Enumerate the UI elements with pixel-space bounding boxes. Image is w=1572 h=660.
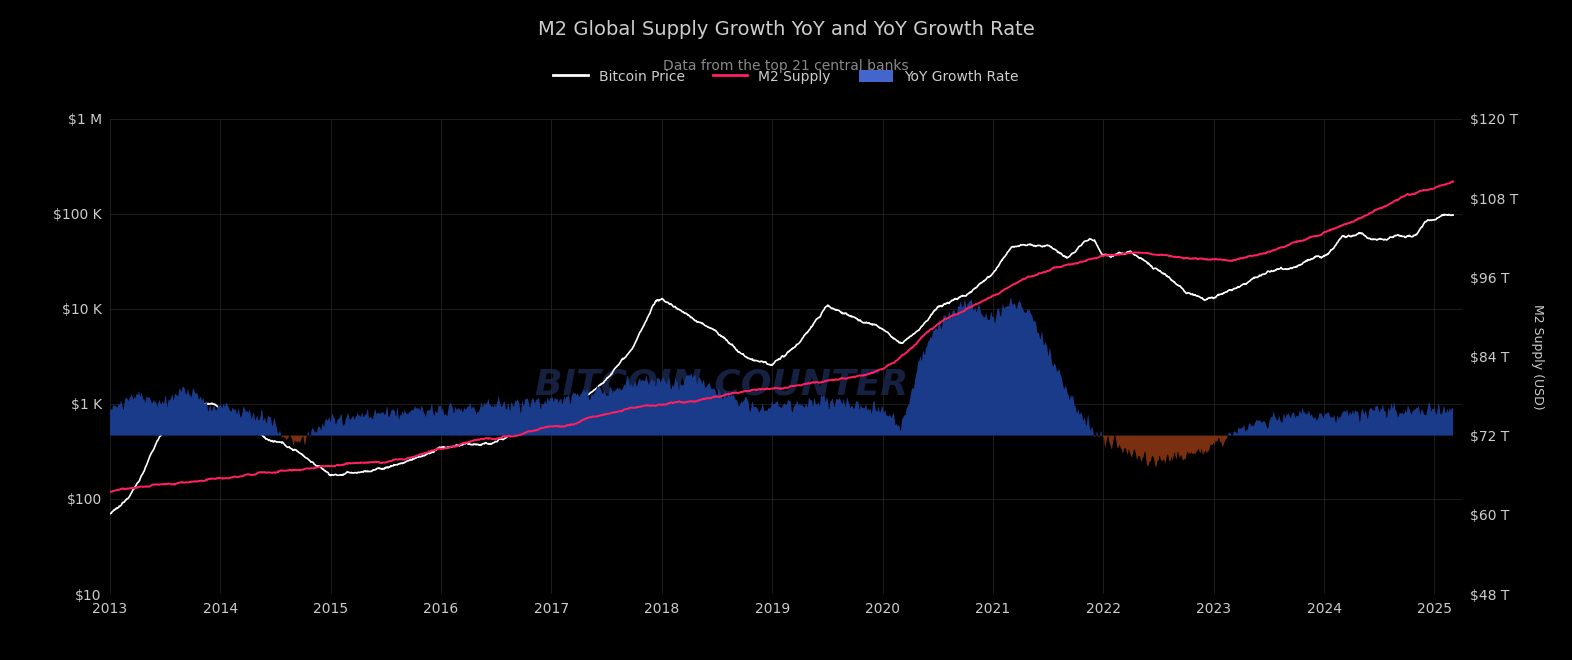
Text: BITCOIN COUNTER FLOW: BITCOIN COUNTER FLOW bbox=[534, 368, 1038, 402]
Y-axis label: M2 Supply (USD): M2 Supply (USD) bbox=[1531, 304, 1544, 409]
Legend: Bitcoin Price, M2 Supply, YoY Growth Rate: Bitcoin Price, M2 Supply, YoY Growth Rat… bbox=[547, 64, 1025, 89]
Text: M2 Global Supply Growth YoY and YoY Growth Rate: M2 Global Supply Growth YoY and YoY Grow… bbox=[538, 20, 1034, 39]
Text: Data from the top 21 central banks: Data from the top 21 central banks bbox=[663, 59, 909, 73]
